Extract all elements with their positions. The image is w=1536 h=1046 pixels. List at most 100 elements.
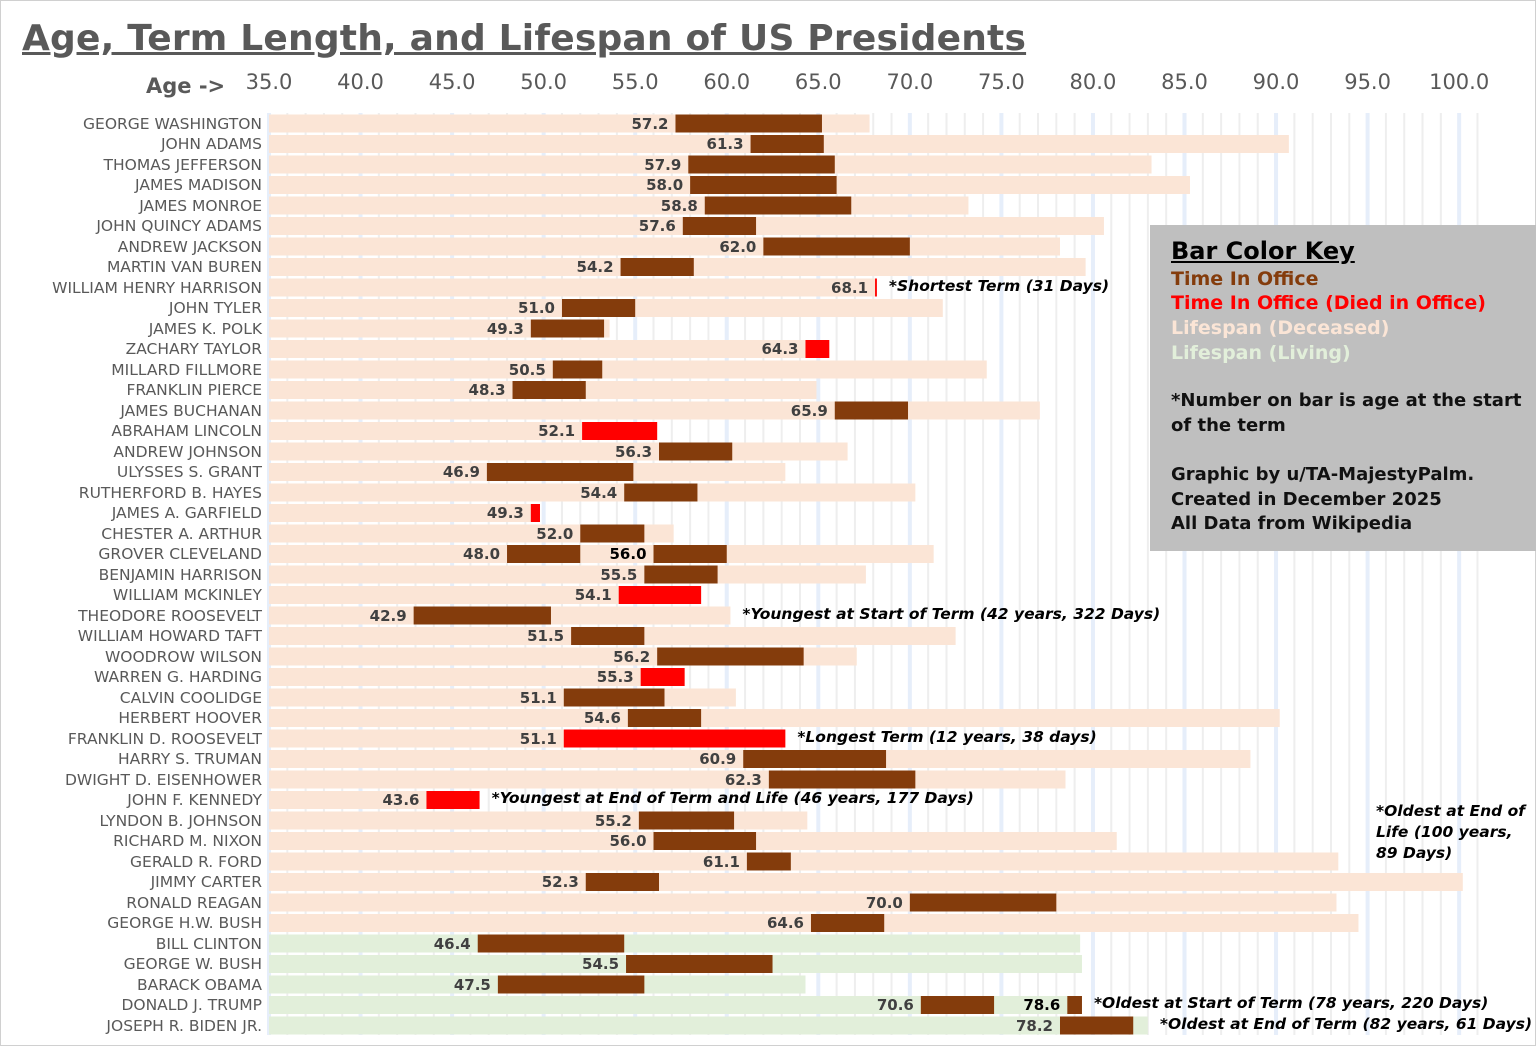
term-bar	[875, 278, 877, 297]
term-bar	[805, 340, 830, 358]
term-bar	[552, 360, 603, 379]
lifespan-bar	[269, 504, 540, 522]
start-age-label: 78.6	[1023, 996, 1061, 1014]
start-age-label: 51.1	[519, 688, 557, 707]
x-tick-label: 45.0	[428, 70, 476, 94]
start-age-label: 51.0	[517, 299, 555, 317]
gridline	[890, 113, 893, 1035]
key-item-lifespan-deceased: Lifespan (Deceased)	[1171, 317, 1390, 339]
president-name: THOMAS JEFFERSON	[103, 155, 262, 174]
term-bar	[563, 729, 786, 748]
start-age-label: 55.2	[594, 811, 632, 830]
start-age-label: 57.6	[638, 217, 676, 235]
x-tick-label: 100.0	[1429, 70, 1490, 94]
term-bar	[486, 463, 634, 481]
term-bar	[810, 914, 885, 932]
term-bar	[497, 975, 645, 994]
president-name: FRANKLIN D. ROOSEVELT	[67, 729, 262, 748]
president-name: GEORGE H.W. BUSH	[107, 914, 262, 932]
start-age-label: 54.6	[583, 709, 621, 727]
chart-title: Age, Term Length, and Lifespan of US Pre…	[22, 18, 1027, 59]
gridline	[1128, 113, 1131, 1035]
gridline	[982, 113, 985, 1035]
start-age-label: 64.3	[761, 340, 799, 358]
term-bar	[675, 114, 822, 133]
start-age-label: 55.3	[596, 668, 634, 686]
lifespan-bar	[269, 1016, 1148, 1035]
lifespan-bar	[269, 565, 866, 584]
lifespan-bar	[269, 852, 1339, 871]
term-bar	[638, 811, 735, 830]
x-tick-label: 75.0	[978, 70, 1025, 94]
gridline	[1037, 113, 1040, 1035]
key-note-2: of the term	[1171, 415, 1286, 436]
lifespan-bar	[269, 340, 830, 358]
start-age-label: 51.1	[519, 729, 557, 748]
president-name: LYNDON B. JOHNSON	[99, 811, 262, 830]
president-name: JIMMY CARTER	[150, 873, 262, 891]
start-age-label: 52.3	[541, 873, 579, 891]
president-name: GEORGE WASHINGTON	[83, 114, 262, 133]
gridline	[963, 113, 966, 1035]
start-age-label: 49.3	[486, 504, 524, 522]
president-name: GERALD R. FORD	[130, 852, 262, 871]
gridline	[1146, 113, 1149, 1035]
gridline	[999, 113, 1004, 1035]
start-age-label: 68.1	[831, 278, 869, 297]
start-age-label: 57.9	[644, 155, 682, 174]
start-age-label: 56.2	[613, 647, 651, 666]
lifespan-bar	[269, 688, 736, 707]
annotation: *Youngest at Start of Term (42 years, 32…	[742, 604, 1161, 623]
president-name: HARRY S. TRUMAN	[117, 750, 262, 768]
term-bar	[627, 709, 702, 727]
start-age-label: 46.4	[433, 934, 471, 953]
start-age-label: 42.9	[369, 606, 407, 625]
president-name: MARTIN VAN BUREN	[106, 258, 262, 276]
start-age-label: 54.2	[576, 258, 614, 276]
lifespan-bar	[269, 996, 1082, 1014]
gridline	[1293, 113, 1296, 1035]
start-age-label: 56.3	[615, 442, 653, 461]
gridline	[927, 113, 930, 1035]
start-age-label: 43.6	[382, 791, 420, 809]
gridline	[1365, 113, 1370, 1035]
start-age-label: 50.5	[508, 360, 546, 379]
president-name: DONALD J. TRUMP	[121, 996, 262, 1014]
gridline	[1073, 113, 1076, 1035]
gridline	[1018, 113, 1021, 1035]
gridline	[1182, 113, 1187, 1035]
lifespan-bar	[269, 709, 1280, 727]
lifespan-bar	[269, 545, 934, 563]
annotation: *Oldest at Start of Term (78 years, 220 …	[1093, 994, 1489, 1012]
term-bar	[563, 688, 665, 707]
gridline	[1329, 113, 1332, 1035]
term-bar	[659, 442, 733, 461]
start-age-label: 48.0	[463, 545, 501, 563]
president-name: THEODORE ROOSEVELT	[78, 606, 262, 625]
president-name: BENJAMIN HARRISON	[98, 565, 262, 584]
color-key: Bar Color Key Time In Office Time In Off…	[1150, 225, 1536, 551]
x-tick-label: 60.0	[703, 70, 751, 94]
president-name: BILL CLINTON	[155, 934, 262, 953]
gridline	[1403, 113, 1406, 1035]
lifespan-bar	[269, 319, 610, 338]
term-bar	[704, 196, 852, 215]
start-age-label: 54.1	[574, 586, 612, 604]
start-age-label: 58.0	[646, 176, 684, 194]
start-age-label: 70.6	[876, 996, 914, 1014]
lifespan-bar	[269, 401, 1040, 420]
lifespan-bar	[269, 237, 1060, 256]
president-name: JOHN TYLER	[168, 299, 262, 317]
lifespan-bar	[269, 422, 658, 440]
key-item-office: Time In Office	[1171, 268, 1319, 290]
term-bar	[653, 545, 727, 563]
term-bar	[1059, 1016, 1134, 1035]
term-bar	[530, 319, 605, 338]
annotation: *Longest Term (12 years, 38 days)	[797, 727, 1097, 746]
president-name: JOHN ADAMS	[160, 135, 262, 153]
start-age-label: 61.1	[702, 852, 740, 871]
term-bar	[743, 750, 887, 768]
president-name: GROVER CLEVELAND	[98, 545, 262, 563]
gridline	[1384, 113, 1387, 1035]
lifespan-bar	[269, 770, 1066, 789]
